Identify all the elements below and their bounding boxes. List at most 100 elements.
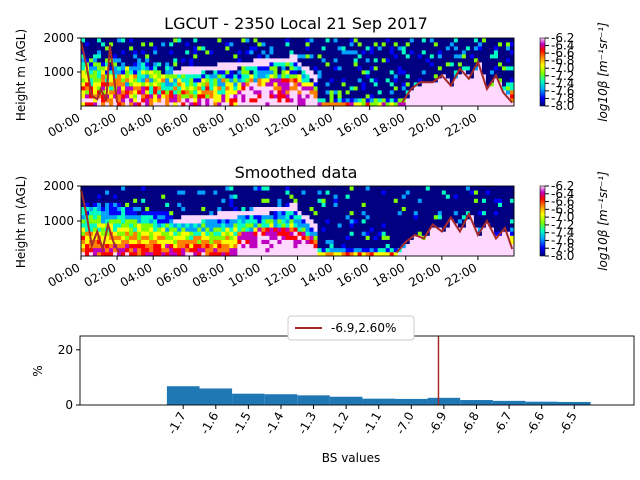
heatmap-cell: [429, 98, 435, 103]
heatmap-cell: [297, 54, 302, 59]
heatmap-cell: [117, 82, 122, 87]
heatmap-cell: [193, 247, 198, 253]
heatmap-cell: [249, 235, 254, 240]
heatmap-cell: [181, 231, 186, 236]
heatmap-cell: [193, 54, 198, 59]
heatmap-cell: [497, 190, 503, 195]
heatmap-cell: [141, 251, 146, 257]
heatmap-cell: [241, 58, 246, 63]
heatmap-cell: [269, 231, 274, 236]
heatmap-cell: [397, 218, 403, 224]
heatmap-cell: [109, 66, 114, 71]
heatmap-cell: [85, 206, 90, 212]
heatmap-cell: [105, 194, 110, 199]
heatmap-cell: [149, 42, 154, 47]
heatmap-cell: [241, 50, 246, 55]
heatmap-cell: [193, 243, 198, 249]
heatmap-cell: [317, 82, 322, 87]
heatmap-cell: [293, 190, 298, 195]
heatmap-cell: [137, 210, 142, 216]
heatmap-cell: [213, 214, 218, 220]
heatmap-cell: [285, 227, 290, 232]
heatmap-cell: [261, 78, 266, 83]
heatmap-cell: [345, 74, 351, 79]
heatmap-cell: [449, 98, 455, 103]
heatmap-cell: [265, 214, 270, 220]
heatmap-cell: [369, 38, 375, 43]
heatmap-cell: [385, 235, 391, 240]
heatmap-cell: [89, 210, 94, 216]
heatmap-cell: [297, 239, 302, 245]
heatmap-cell: [453, 82, 459, 87]
heatmap-cell: [309, 186, 314, 191]
heatmap-cell: [393, 190, 399, 195]
heatmap-cell: [205, 227, 210, 232]
heatmap-cell: [309, 102, 314, 107]
heatmap-cell: [457, 214, 463, 220]
heatmap-cell: [357, 90, 363, 95]
heatmap-cell: [493, 70, 499, 75]
heatmap-cell: [209, 227, 214, 232]
heatmap-cell: [417, 94, 423, 99]
heatmap-cell: [297, 38, 302, 43]
heatmap-cell: [317, 198, 322, 203]
heatmap-cell: [489, 82, 495, 87]
heatmap-cell: [273, 231, 278, 236]
heatmap-cell: [225, 198, 230, 203]
heatmap-cell: [405, 223, 411, 228]
heatmap-cell: [453, 202, 459, 207]
heatmap-cell: [113, 50, 118, 55]
heatmap-cell: [465, 198, 471, 203]
bottom-y-axis-label: %: [31, 365, 45, 376]
heatmap-cell: [129, 239, 134, 245]
heatmap-cell: [469, 66, 475, 71]
heatmap-cell: [217, 235, 222, 240]
heatmap-cell: [157, 98, 162, 103]
heatmap-cell: [361, 50, 367, 55]
heatmap-cell: [145, 214, 150, 220]
heatmap-cell: [181, 206, 186, 212]
heatmap-cell: [145, 50, 150, 55]
heatmap-cell: [393, 94, 399, 99]
heatmap-cell: [289, 98, 294, 103]
heatmap-cell: [417, 90, 423, 95]
heatmap-cell: [509, 62, 515, 67]
heatmap-cell: [473, 243, 479, 249]
heatmap-cell: [481, 206, 487, 212]
heatmap-cell: [309, 202, 314, 207]
heatmap-cell: [273, 90, 278, 95]
heatmap-cell: [365, 206, 371, 212]
heatmap-cell: [129, 251, 134, 257]
heatmap-cell: [121, 218, 126, 224]
heatmap-cell: [257, 223, 262, 228]
heatmap-cell: [225, 82, 230, 87]
heatmap-cell: [293, 78, 298, 83]
heatmap-cell: [449, 231, 455, 236]
heatmap-cell: [221, 50, 226, 55]
heatmap-cell: [481, 98, 487, 103]
heatmap-cell: [373, 194, 379, 199]
heatmap-cell: [269, 223, 274, 228]
heatmap-cell: [253, 243, 258, 249]
heatmap-cell: [261, 198, 266, 203]
heatmap-cell: [505, 42, 511, 47]
heatmap-cell: [141, 46, 146, 51]
heatmap-cell: [85, 247, 90, 253]
heatmap-cell: [485, 82, 491, 87]
heatmap-cell: [465, 243, 471, 249]
heatmap-cell: [365, 202, 371, 207]
heatmap-cell: [237, 46, 242, 51]
heatmap-cell: [193, 98, 198, 103]
heatmap-cell: [197, 62, 202, 67]
heatmap-cell: [265, 38, 270, 43]
heatmap-cell: [129, 102, 134, 107]
heatmap-cell: [425, 210, 431, 216]
heatmap-cell: [357, 198, 363, 203]
heatmap-cell: [365, 90, 371, 95]
heatmap-cell: [189, 186, 194, 191]
heatmap-cell: [341, 58, 347, 63]
heatmap-cell: [437, 94, 443, 99]
middle-mixing-layer-line: [80, 189, 120, 253]
heatmap-cell: [373, 38, 379, 43]
heatmap-cell: [217, 98, 222, 103]
